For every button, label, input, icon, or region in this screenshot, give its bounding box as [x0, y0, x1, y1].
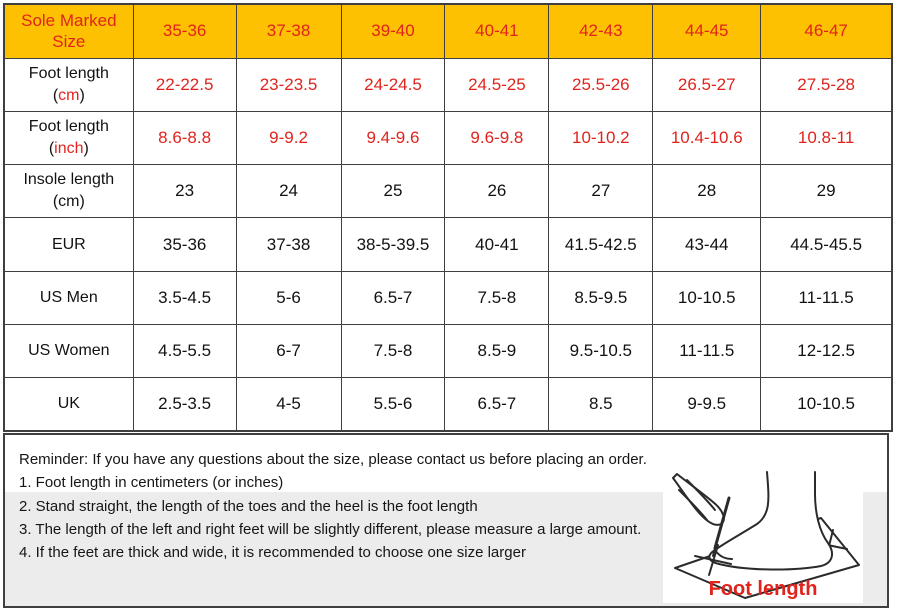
size-value-cell: 29: [760, 164, 893, 219]
size-value-cell: 11-11.5: [652, 323, 762, 379]
header-size-cell: 44-45: [652, 3, 762, 59]
size-value-cell: 25: [340, 164, 446, 219]
row-label: UK: [3, 377, 134, 432]
row-insole-length-cm: Insole length (cm) 23 24 25 26 27 28 29: [3, 164, 893, 219]
size-value-cell: 28: [652, 164, 762, 219]
size-value-cell: 38-5-39.5: [340, 217, 446, 272]
size-chart-table: Sole Marked Size 35-36 37-38 39-40 40-41 42-4…: [3, 3, 893, 433]
size-value-cell: 22-22.5: [132, 57, 237, 112]
size-value-cell: 10-10.2: [548, 110, 654, 166]
reminder-box: Reminder: If you have any questions abou…: [3, 433, 889, 608]
hand-with-pen: [672, 473, 731, 557]
size-value-cell: 5.5-6: [340, 377, 446, 432]
header-size-cell: 35-36: [132, 3, 237, 59]
reminder-item: 2. Stand straight, the length of the toe…: [19, 497, 478, 515]
size-value-cell: 2.5-3.5: [132, 377, 237, 432]
row-label: Foot length (inch): [3, 110, 134, 166]
size-value-cell: 35-36: [132, 217, 237, 272]
size-value-cell: 40-41: [444, 217, 550, 272]
row-foot-length-cm: Foot length (cm) 22-22.5 23-23.5 24-24.5 24.5…: [3, 57, 893, 112]
header-title-cell: Sole Marked Size: [3, 3, 134, 59]
size-value-cell: 8.5-9.5: [548, 270, 654, 325]
header-size-cell: 46-47: [760, 3, 893, 59]
row-eur: EUR 35-36 37-38 38-5-39.5 40-41 41.5-42.5 43-4…: [3, 217, 893, 272]
size-value-cell: 11-11.5: [760, 270, 893, 325]
size-value-cell: 26: [444, 164, 550, 219]
row-label: US Men: [3, 270, 134, 325]
size-value-cell: 3.5-4.5: [132, 270, 237, 325]
size-value-cell: 27: [548, 164, 654, 219]
reminder-notes: 1. Foot length in centimeters (or inches…: [19, 471, 881, 564]
header-size-cell: 39-40: [340, 3, 446, 59]
size-value-cell: 24-24.5: [340, 57, 446, 112]
size-value-cell: 6-7: [235, 323, 342, 379]
size-value-cell: 37-38: [235, 217, 342, 272]
size-value-cell: 43-44: [652, 217, 762, 272]
foot-measure-drawing: Foot length: [672, 471, 860, 600]
row-label: US Women: [3, 323, 134, 379]
size-value-cell: 24.5-25: [444, 57, 550, 112]
row-foot-length-inch: Foot length (inch) 8.6-8.8 9-9.2 9.4-9.6 9.6-…: [3, 110, 893, 166]
size-value-cell: 8.5: [548, 377, 654, 432]
header-size-cell: 42-43: [548, 3, 654, 59]
toe-mark-cross: [694, 544, 732, 576]
row-label: EUR: [3, 217, 134, 272]
size-value-cell: 41.5-42.5: [548, 217, 654, 272]
size-value-cell: 4.5-5.5: [132, 323, 237, 379]
reminder-text: Reminder: If you have any questions abou…: [19, 448, 881, 564]
header-size-cell: 37-38: [235, 3, 342, 59]
row-us-men: US Men 3.5-4.5 5-6 6.5-7 7.5-8 8.5-9.5 10-10.5…: [3, 270, 893, 325]
size-value-cell: 23: [132, 164, 237, 219]
size-value-cell: 26.5-27: [652, 57, 762, 112]
size-value-cell: 24: [235, 164, 342, 219]
size-value-cell: 8.6-8.8: [132, 110, 237, 166]
header-size-cell: 40-41: [444, 3, 550, 59]
size-value-cell: 4-5: [235, 377, 342, 432]
size-value-cell: 9-9.2: [235, 110, 342, 166]
size-value-cell: 44.5-45.5: [760, 217, 893, 272]
size-value-cell: 6.5-7: [340, 270, 446, 325]
size-value-cell: 7.5-8: [444, 270, 550, 325]
size-value-cell: 10-10.5: [760, 377, 893, 432]
foot-outline: [708, 471, 834, 571]
foot-measure-illustration: Foot length: [663, 468, 863, 603]
row-label: Insole length (cm): [3, 164, 134, 219]
size-value-cell: 6.5-7: [444, 377, 550, 432]
row-uk: UK 2.5-3.5 4-5 5.5-6 6.5-7 8.5 9-9.5 10-10.5: [3, 377, 893, 432]
size-value-cell: 5-6: [235, 270, 342, 325]
reminder-item: 1. Foot length in centimeters (or inches…: [19, 474, 284, 492]
reminder-item: 3. The length of the left and right feet…: [19, 520, 642, 538]
foot-length-label: Foot length: [709, 578, 818, 600]
size-value-cell: 9.4-9.6: [340, 110, 446, 166]
header-row: Sole Marked Size 35-36 37-38 39-40 40-41 42-4…: [3, 3, 893, 59]
size-value-cell: 8.5-9: [444, 323, 550, 379]
size-value-cell: 10-10.5: [652, 270, 762, 325]
size-value-cell: 12-12.5: [760, 323, 893, 379]
size-value-cell: 23-23.5: [235, 57, 342, 112]
size-value-cell: 9-9.5: [652, 377, 762, 432]
size-value-cell: 10.4-10.6: [652, 110, 762, 166]
row-label: Foot length (cm): [3, 57, 134, 112]
size-value-cell: 9.5-10.5: [548, 323, 654, 379]
size-value-cell: 27.5-28: [760, 57, 893, 112]
size-value-cell: 7.5-8: [340, 323, 446, 379]
size-value-cell: 25.5-26: [548, 57, 654, 112]
size-value-cell: 10.8-11: [760, 110, 893, 166]
size-value-cell: 9.6-9.8: [444, 110, 550, 166]
reminder-item: 4. If the feet are thick and wide, it is…: [19, 544, 526, 562]
row-us-women: US Women 4.5-5.5 6-7 7.5-8 8.5-9 9.5-10.5 11-1…: [3, 323, 893, 379]
reminder-title: Reminder: If you have any questions abou…: [19, 451, 647, 468]
